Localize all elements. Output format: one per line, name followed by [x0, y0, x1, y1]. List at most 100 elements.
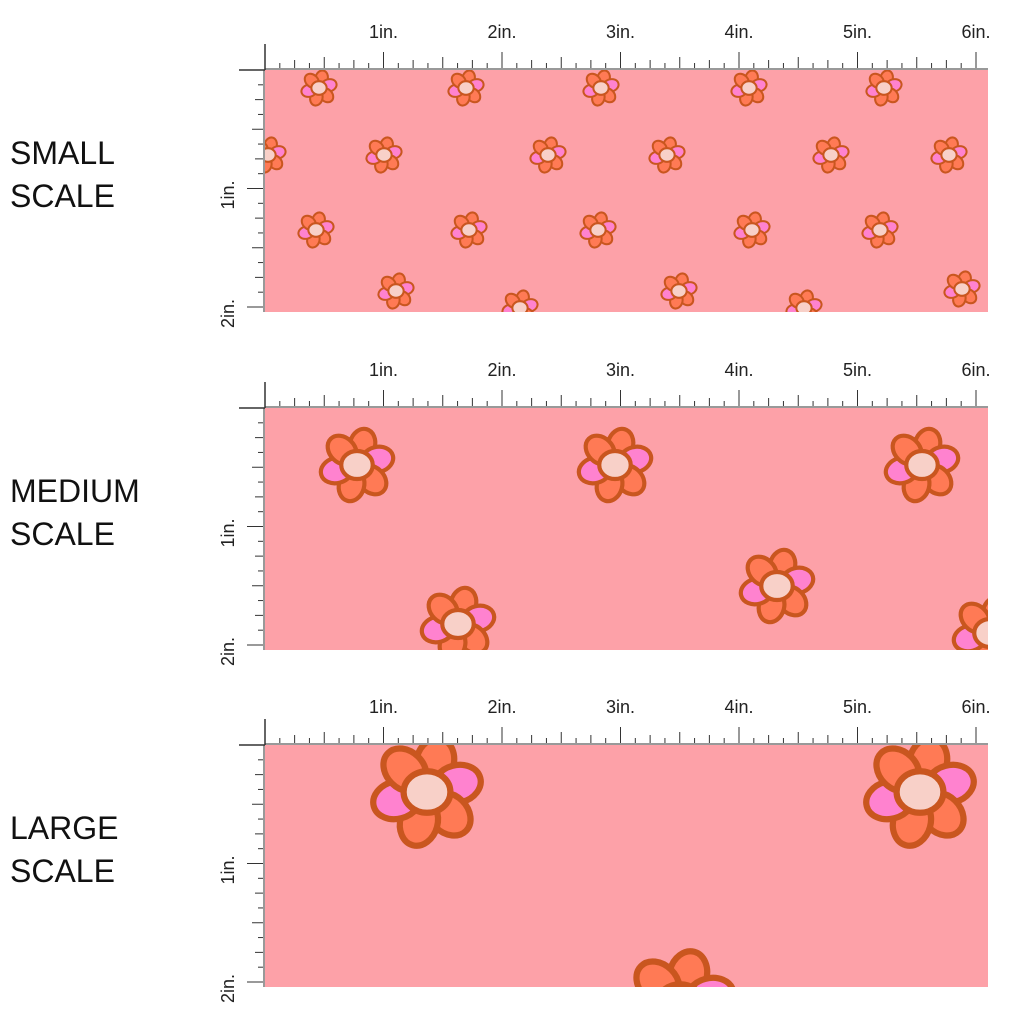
flower-center — [375, 147, 393, 163]
ruler-label: 4in. — [724, 697, 753, 717]
flower-center — [597, 448, 633, 482]
ruler-label: 2in. — [487, 697, 516, 717]
flower-center — [539, 147, 557, 163]
scale-label: LARGE — [10, 810, 118, 846]
flower — [377, 272, 415, 310]
flower-center — [662, 981, 698, 987]
flower-center — [658, 147, 676, 163]
flower-center — [307, 222, 325, 238]
flower-center — [457, 80, 475, 96]
ruler-label: 3in. — [606, 22, 635, 42]
flower-center — [670, 283, 688, 299]
scale-panel: MEDIUM SCALE 1in. 2in. 3in. 4in. 5in. 6in. 1in. 2… — [10, 360, 1024, 669]
flower — [733, 211, 771, 249]
ruler-label: 5in. — [843, 697, 872, 717]
ruler-label: 2in. — [487, 22, 516, 42]
flower — [883, 426, 961, 504]
ruler-label: 1in. — [218, 856, 238, 885]
ruler-label: 5in. — [843, 360, 872, 380]
flower-center — [875, 80, 893, 96]
flower-center — [400, 768, 454, 816]
petal — [683, 974, 737, 987]
flower — [576, 426, 654, 504]
petal — [265, 150, 267, 165]
flower — [300, 70, 338, 107]
ruler-label: 1in. — [218, 519, 238, 548]
flower — [447, 70, 485, 107]
ruler-label: 3in. — [606, 360, 635, 380]
flower-center — [511, 300, 529, 312]
flower-center — [972, 617, 988, 649]
flower — [501, 289, 539, 312]
flower — [450, 211, 488, 249]
flower — [863, 745, 977, 849]
scale-label: SCALE — [10, 516, 115, 552]
flower-center — [440, 607, 476, 641]
flower — [648, 136, 686, 174]
flower — [419, 585, 497, 650]
flower — [951, 594, 1024, 669]
flower-center — [339, 448, 375, 482]
petal — [648, 1007, 697, 1024]
flower-center — [953, 281, 971, 297]
flower-center — [310, 80, 328, 96]
flower — [318, 426, 396, 504]
petal — [991, 611, 1024, 644]
ruler-label: 2in. — [218, 299, 238, 328]
ruler-label: 2in. — [218, 974, 238, 1003]
flower — [622, 948, 737, 1024]
flowers — [318, 426, 1024, 669]
flower-center — [822, 147, 840, 163]
flower — [861, 211, 899, 249]
flowers — [265, 70, 981, 312]
ruler-label: 1in. — [369, 697, 398, 717]
flower-center — [871, 222, 889, 238]
flower-center — [460, 222, 478, 238]
flower-center — [589, 222, 607, 238]
flower — [297, 211, 335, 249]
flower-center — [795, 300, 813, 312]
ruler-label: 3in. — [606, 697, 635, 717]
flower-center — [740, 80, 758, 96]
petal — [633, 958, 683, 987]
ruler-label: 6in. — [961, 22, 990, 42]
flower — [738, 547, 816, 625]
flower-center — [759, 569, 795, 603]
petal — [622, 989, 678, 1024]
scale-panel: SMALL SCALE 1in. 2in. 3in. 4in. 5in. 6in. 1in. 2i… — [10, 22, 991, 328]
flower-center — [743, 222, 761, 238]
flower — [785, 289, 823, 312]
flower-center — [265, 147, 277, 163]
flower-center — [904, 448, 940, 482]
flower-center — [387, 283, 405, 299]
ruler-label: 1in. — [218, 181, 238, 210]
ruler-label: 6in. — [961, 697, 990, 717]
petal — [672, 997, 732, 1024]
scale-label: SMALL — [10, 135, 115, 171]
scale-panel: LARGE SCALE 1in. 2in. 3in. 4in. 5in. 6in. 1in. 2i… — [10, 697, 991, 1024]
flower — [812, 136, 850, 174]
flower — [529, 136, 567, 174]
flower-center — [592, 80, 610, 96]
ruler-label: 2in. — [218, 637, 238, 666]
flowers — [370, 745, 977, 1024]
flower — [265, 136, 287, 174]
scale-label: MEDIUM — [10, 473, 140, 509]
flower-center — [940, 147, 958, 163]
ruler-label: 5in. — [843, 22, 872, 42]
ruler-label: 2in. — [487, 360, 516, 380]
flower — [370, 745, 484, 849]
scale-label: SCALE — [10, 178, 115, 214]
ruler-label: 4in. — [724, 22, 753, 42]
fabric — [265, 70, 988, 312]
flower — [660, 272, 698, 310]
ruler-label: 6in. — [961, 360, 990, 380]
flower — [730, 70, 768, 107]
flower — [930, 136, 968, 174]
ruler-label: 1in. — [369, 22, 398, 42]
flower-center — [893, 768, 947, 816]
flower — [865, 70, 903, 107]
scale-label: SCALE — [10, 853, 115, 889]
petal — [985, 628, 1024, 669]
